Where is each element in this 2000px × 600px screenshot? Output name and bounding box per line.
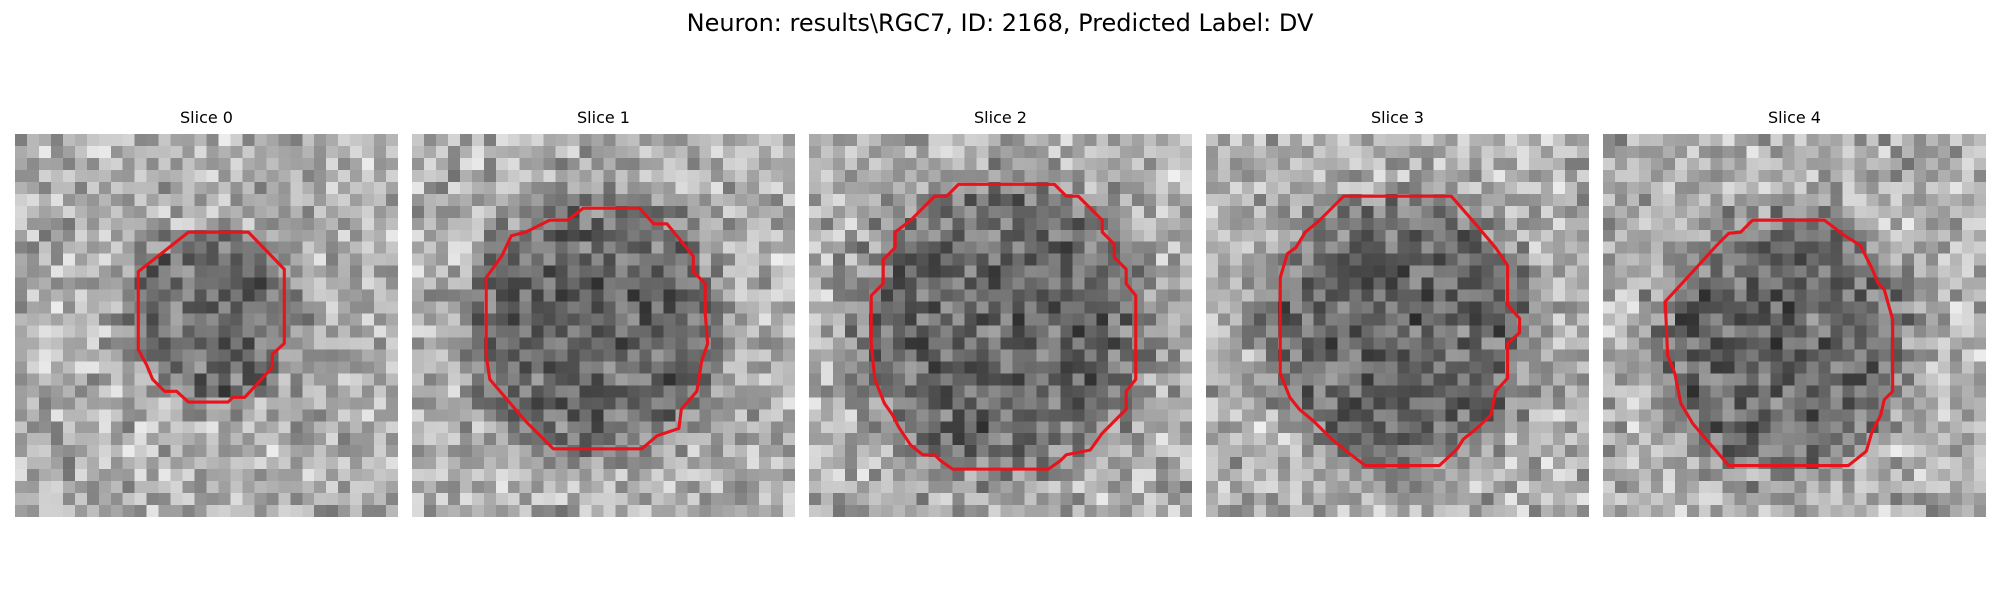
- slice-image-4: [1603, 134, 1986, 517]
- slice-title-2: Slice 2: [809, 108, 1192, 128]
- slice-image-2: [809, 134, 1192, 517]
- slice-panel-0: Slice 0: [15, 108, 398, 522]
- grayscale-noise-1: [412, 134, 795, 517]
- slice-panel-1: Slice 1: [412, 108, 795, 522]
- grayscale-noise-0: [15, 134, 398, 517]
- slice-title-3: Slice 3: [1206, 108, 1589, 128]
- grayscale-noise-3: [1206, 134, 1589, 517]
- grayscale-noise-4: [1603, 134, 1986, 517]
- slice-title-4: Slice 4: [1603, 108, 1986, 128]
- slice-panel-2: Slice 2: [809, 108, 1192, 522]
- slice-panel-4: Slice 4: [1603, 108, 1986, 522]
- slice-image-1: [412, 134, 795, 517]
- slice-panel-3: Slice 3: [1206, 108, 1589, 522]
- slice-image-3: [1206, 134, 1589, 517]
- figure-title: Neuron: results\RGC7, ID: 2168, Predicte…: [0, 9, 2000, 37]
- slice-title-0: Slice 0: [15, 108, 398, 128]
- slice-title-1: Slice 1: [412, 108, 795, 128]
- slice-image-0: [15, 134, 398, 517]
